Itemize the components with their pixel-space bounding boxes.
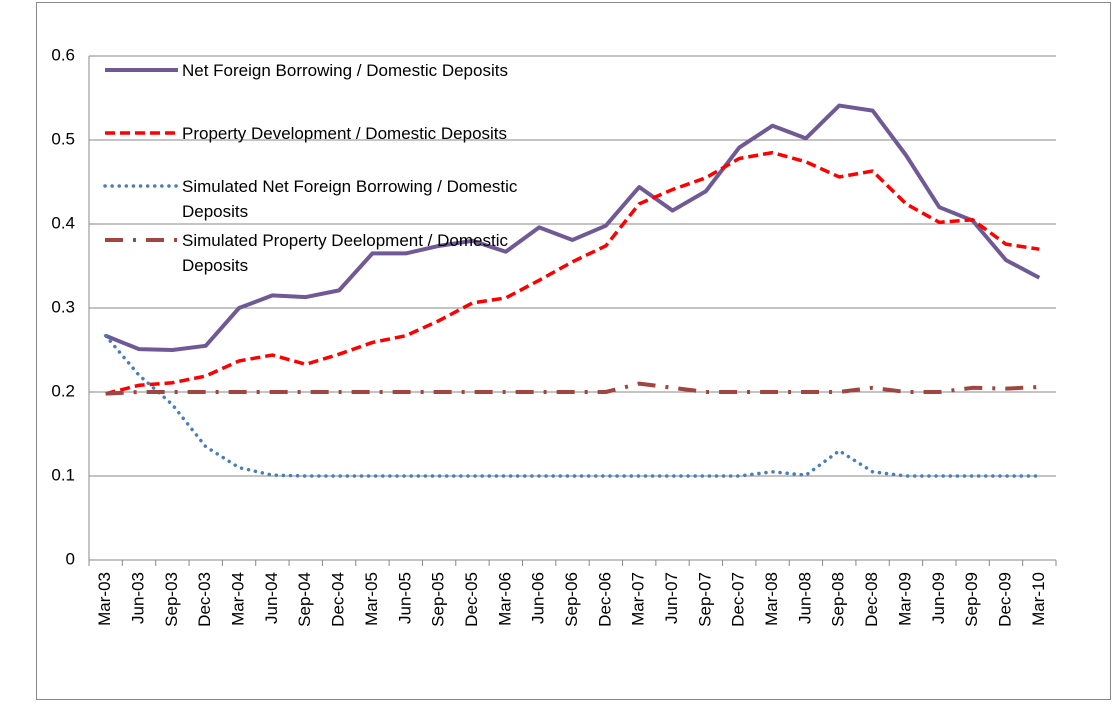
- x-tick-label: Mar-04: [229, 572, 248, 626]
- x-tick-label: Mar-07: [629, 572, 648, 626]
- y-tick-label: 0.1: [51, 465, 75, 484]
- data-line: [105, 381, 1040, 396]
- x-tick-label: Dec-03: [195, 572, 214, 627]
- x-tick-label: Sep-08: [829, 572, 848, 627]
- x-tick-label: Sep-06: [562, 572, 581, 627]
- data-line: [103, 333, 1042, 478]
- legend-label: Simulated Net Foreign Borrowing / Domest…: [182, 177, 518, 221]
- x-tick-label: Mar-08: [762, 572, 781, 626]
- x-tick-label: Mar-09: [895, 572, 914, 626]
- x-tick-label: Dec-06: [595, 572, 614, 627]
- data-line: [104, 103, 1041, 352]
- x-tick-label: Dec-04: [329, 572, 348, 627]
- legend-label: Simulated Property Deelopment / Domestic…: [182, 231, 508, 275]
- x-tick-label: Mar-06: [495, 572, 514, 626]
- x-tick-label: Sep-05: [429, 572, 448, 627]
- legend-label: Property Development / Domestic Deposits: [182, 124, 508, 143]
- y-tick-label: 0.2: [51, 381, 75, 400]
- x-tick-label: Jun-09: [929, 572, 948, 624]
- data-line: [105, 150, 1040, 396]
- x-tick-label: Sep-09: [962, 572, 981, 627]
- y-tick-label: 0.5: [51, 129, 75, 148]
- y-tick-label: 0.3: [51, 297, 75, 316]
- legend-label: Net Foreign Borrowing / Domestic Deposit…: [182, 61, 508, 80]
- x-tick-label: Sep-07: [695, 572, 714, 627]
- x-tick-label: Dec-09: [995, 572, 1014, 627]
- y-tick-label: 0.4: [51, 213, 75, 232]
- x-tick-label: Mar-03: [95, 572, 114, 626]
- x-tick-label: Jun-05: [395, 572, 414, 624]
- x-tick-label: Dec-07: [729, 572, 748, 627]
- x-tick-label: Sep-03: [162, 572, 181, 627]
- x-tick-label: Jun-07: [662, 572, 681, 624]
- x-tick-label: Jun-04: [262, 572, 281, 624]
- x-tick-label: Dec-08: [862, 572, 881, 627]
- x-tick-label: Mar-10: [1029, 572, 1048, 626]
- x-tick-label: Dec-05: [462, 572, 481, 627]
- y-tick-label: 0: [66, 549, 75, 568]
- x-tick-label: Jun-08: [795, 572, 814, 624]
- x-tick-label: Mar-05: [362, 572, 381, 626]
- x-tick-label: Jun-06: [529, 572, 548, 624]
- x-tick-label: Jun-03: [129, 572, 148, 624]
- chart-border: [36, 2, 1111, 700]
- y-tick-label: 0.6: [51, 45, 75, 64]
- x-tick-label: Sep-04: [295, 572, 314, 627]
